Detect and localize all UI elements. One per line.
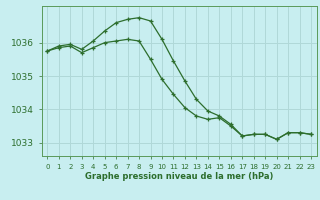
X-axis label: Graphe pression niveau de la mer (hPa): Graphe pression niveau de la mer (hPa) (85, 172, 273, 181)
